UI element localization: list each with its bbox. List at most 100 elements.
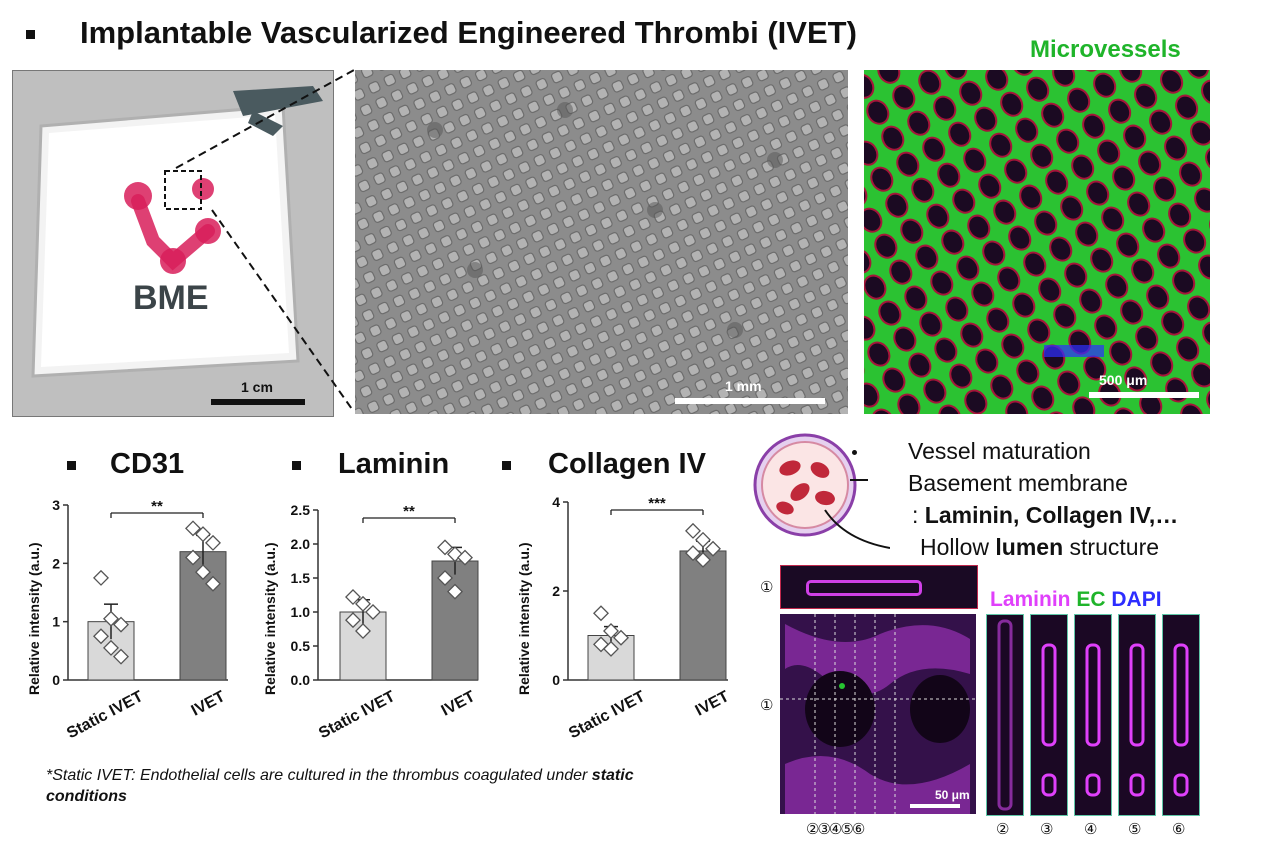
chart2-tick-label: 1.0	[291, 604, 311, 620]
bar-charts: 0 1 2 3 ** 0.0 0.5 1.0 1.5 2.0 2.5 ** 0 2 4 ***	[52, 494, 728, 688]
brightfield-scale-bar	[675, 398, 825, 404]
chart2-bar-ivet	[431, 560, 479, 681]
chart1-point	[93, 628, 109, 645]
chart2-point	[437, 539, 453, 556]
chart3-point	[695, 531, 711, 548]
chart1-point	[185, 549, 201, 566]
marker-1-side: ①	[760, 697, 774, 714]
slice-strip-5	[1118, 614, 1156, 816]
chart3-point	[613, 629, 629, 646]
microvessels-heading: Microvessels	[1030, 36, 1181, 63]
side-view-lumen	[806, 580, 922, 596]
maturation-line4: Hollow lumen structure	[920, 534, 1159, 561]
photo-scale-bar	[211, 399, 305, 405]
footnote-text: *Static IVET: Endothelial cells are cult…	[46, 767, 592, 784]
chart3-point	[685, 545, 701, 562]
logo-text: BME	[133, 279, 209, 317]
legend-laminin: Laminin	[990, 588, 1071, 611]
chart3-point	[695, 551, 711, 568]
maturation-line2: Basement membrane	[908, 470, 1128, 496]
slice-lumen-lower	[1173, 773, 1189, 797]
logo-mark	[131, 194, 215, 271]
legend-ec: EC	[1076, 588, 1106, 611]
confocal-pattern	[780, 614, 976, 814]
slice-strip-6	[1162, 614, 1200, 816]
chart2-tick-label: 2.0	[291, 536, 311, 552]
chart2-ylabel: Relative intensity (a.u.)	[262, 542, 278, 695]
chart3-bullet	[502, 461, 511, 470]
footnote: *Static IVET: Endothelial cells are cult…	[46, 765, 646, 807]
slice-lumen-lower	[1085, 773, 1101, 797]
brightfield-scale-label: 1 mm	[725, 378, 762, 394]
chart3-point	[603, 623, 619, 640]
chart2-point	[457, 549, 473, 566]
lumen-left	[805, 671, 875, 747]
chart3-sig-label: ***	[648, 495, 666, 512]
chart1-bullet	[67, 461, 76, 470]
slice-strip-2	[986, 614, 1024, 816]
chart1-title: CD31	[110, 448, 185, 480]
chart1-tick-label: 2	[52, 555, 60, 571]
chart3-ylabel: Relative intensity (a.u.)	[516, 542, 532, 695]
chart2-point	[345, 589, 361, 606]
vessel-illustration	[753, 433, 890, 549]
chart1-point	[103, 639, 119, 656]
chart1-point	[93, 569, 109, 586]
figure-title: Implantable Vascularized Engineered Thro…	[80, 15, 857, 50]
bottom-num-3: ③	[817, 821, 831, 838]
chart2-title: Laminin	[338, 448, 450, 480]
slice-lumen	[1041, 643, 1057, 747]
chart2-tick-label: 2.5	[291, 502, 311, 518]
brightfield-pattern	[355, 70, 848, 414]
slice-lumen-lower	[1129, 773, 1145, 797]
chart2-point	[355, 623, 371, 640]
footnote-bold: static conditions	[46, 767, 634, 805]
legend-dapi: DAPI	[1111, 588, 1162, 611]
chart1-point	[185, 520, 201, 537]
bottom-num-6: ⑥	[851, 821, 866, 838]
chart1-point	[103, 610, 119, 627]
slice-drawing-4	[1085, 643, 1101, 797]
chart1-sig-label: **	[151, 498, 163, 515]
chart1-point	[205, 534, 221, 551]
marker-1-top: ①	[760, 579, 774, 596]
slice-lumen	[1173, 643, 1189, 747]
brightfield-micrograph: 1 mm	[355, 70, 848, 414]
maturation-dot	[852, 450, 857, 455]
dapi-spot	[1044, 345, 1104, 357]
maturation-line4-a: Hollow	[920, 534, 996, 560]
microvessel-pattern	[864, 70, 1210, 414]
bottom-num-5: ⑤	[840, 821, 854, 838]
slice-drawing-5	[1129, 643, 1145, 797]
device-photo: BME 1 cm	[12, 70, 334, 417]
title-bullet	[26, 30, 35, 39]
chart2-tick-label: 0.5	[291, 638, 311, 654]
chart3-point	[593, 605, 609, 622]
chart2-tick-label: 0.0	[291, 672, 311, 688]
chart3-bar-ivet	[679, 550, 727, 681]
chart1-point	[195, 526, 211, 543]
chart2-point	[437, 570, 453, 586]
chart1-point	[113, 616, 129, 633]
maturation-line1: Vessel maturation	[908, 438, 1091, 464]
device-photo-drawing	[13, 71, 333, 416]
chart2-sig-label: **	[403, 503, 415, 520]
confocal-scale-label: 50 μm	[935, 788, 970, 802]
chart1-point	[113, 648, 129, 665]
confocal-side-view	[780, 565, 978, 609]
chart3-point	[705, 540, 721, 557]
chart1-point	[195, 564, 211, 581]
slice-drawing-2	[997, 619, 1013, 811]
slice-lumen-lower	[1041, 773, 1057, 797]
maturation-line3-prefix: :	[912, 502, 925, 528]
confocal-main: 50 μm	[780, 614, 976, 814]
chart1-ylabel: Relative intensity (a.u.)	[26, 542, 42, 695]
confocal-scale-bar	[910, 804, 960, 808]
lumen-grid	[864, 70, 1210, 414]
chart2-bullet	[292, 461, 301, 470]
chart1-tick-label: 0	[52, 672, 60, 688]
chart1-tick-label: 1	[52, 614, 60, 630]
maturation-line3: : Laminin, Collagen IV,…	[912, 502, 1178, 529]
lumen-right	[910, 675, 970, 743]
